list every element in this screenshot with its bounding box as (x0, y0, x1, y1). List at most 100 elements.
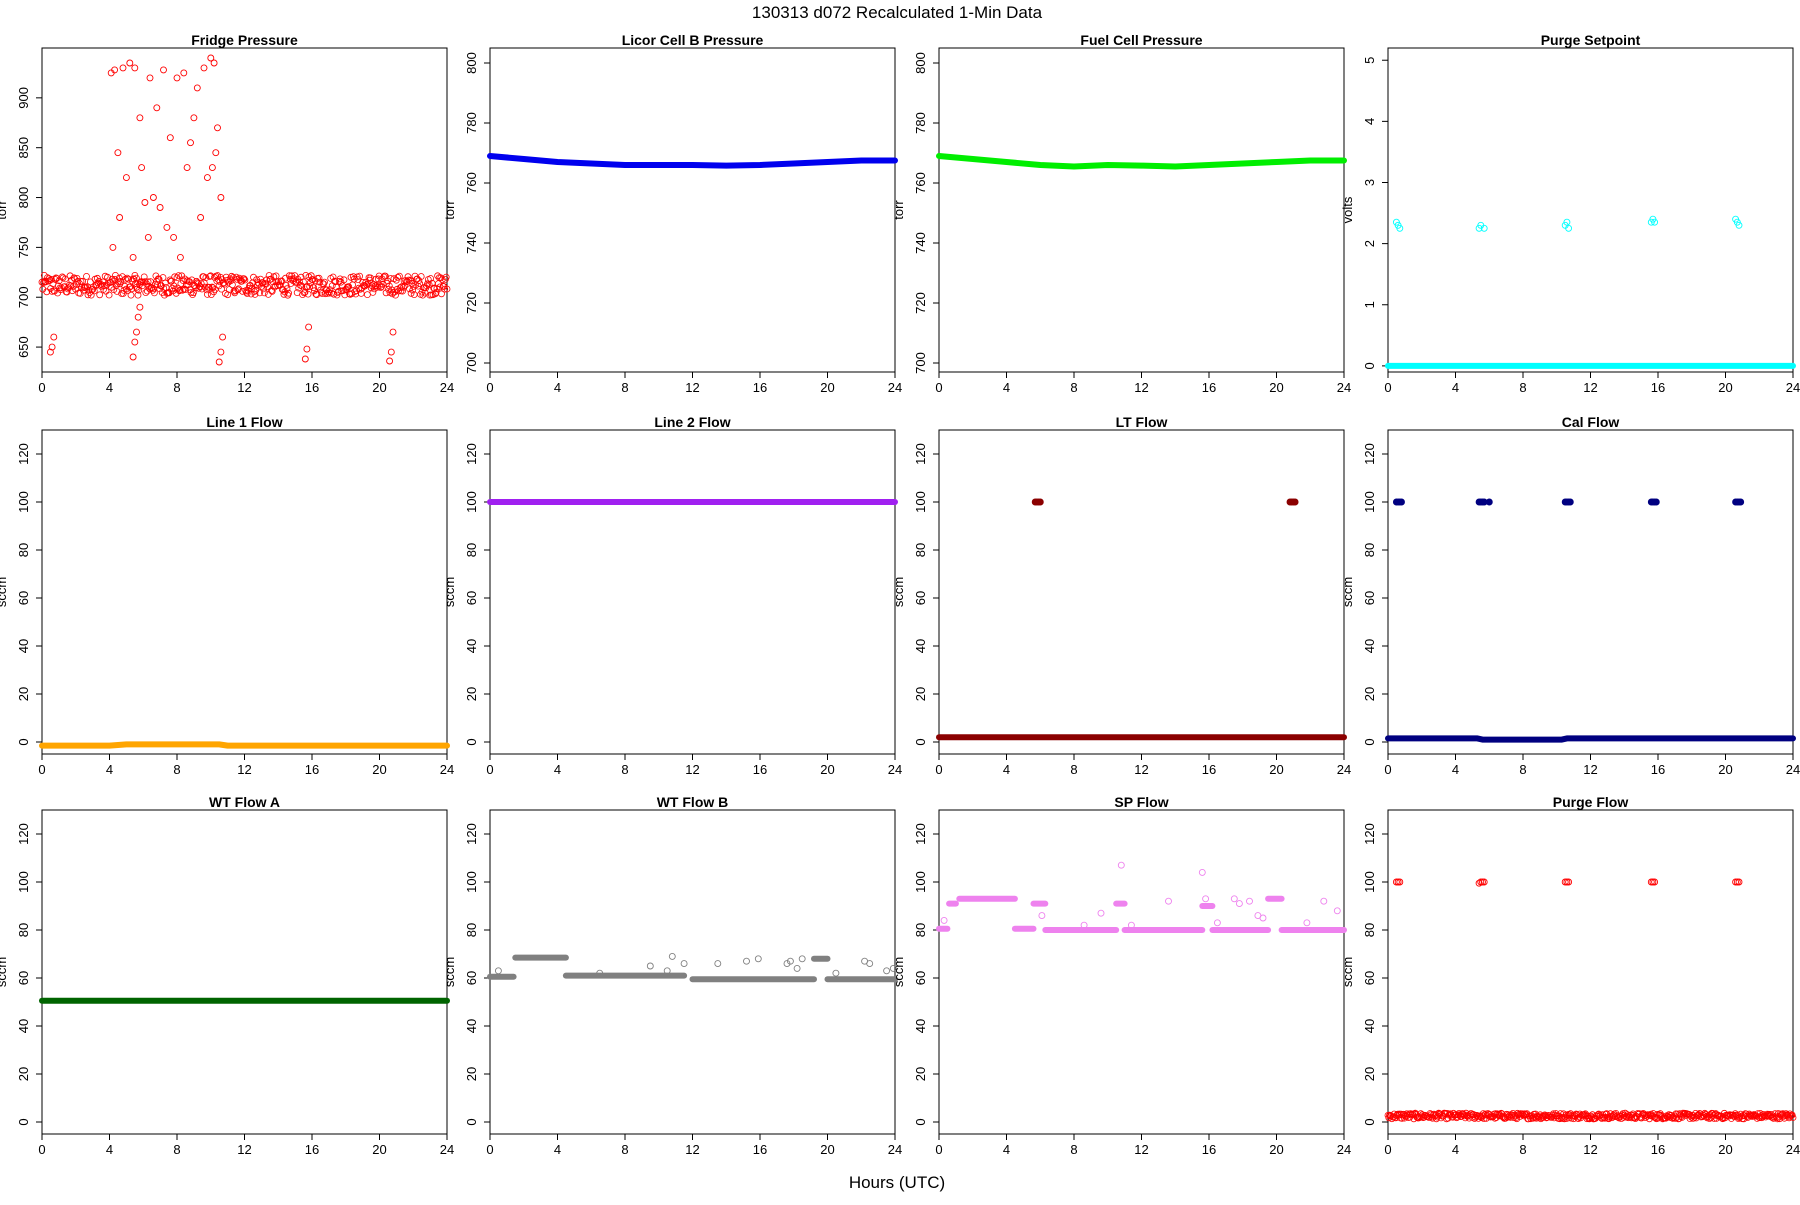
data-point (425, 281, 433, 289)
data-point (153, 104, 161, 112)
data-point (268, 287, 276, 295)
y-tick-label: 720 (913, 292, 928, 314)
data-point (385, 282, 393, 290)
data-point (235, 285, 243, 293)
data-point (212, 149, 220, 157)
y-tick-label: 800 (464, 52, 479, 74)
data-point (783, 960, 791, 968)
x-tick-label: 4 (1003, 1142, 1010, 1157)
x-tick-label: 24 (1786, 762, 1800, 777)
data-point (140, 273, 148, 281)
data-point (264, 290, 272, 298)
plot-frame (489, 429, 896, 755)
plot-frame (489, 809, 896, 1135)
data-point (304, 290, 312, 298)
data-point (138, 164, 146, 172)
y-axis-label: sccm (891, 957, 906, 987)
data-point (203, 174, 211, 182)
data-point (380, 273, 388, 281)
data-point (300, 289, 308, 297)
data-point (385, 285, 392, 293)
y-tick-label: 40 (1362, 639, 1377, 653)
data-point (356, 272, 364, 280)
data-point (43, 288, 51, 296)
y-axis-label: volts (1340, 196, 1355, 223)
data-marks (38, 54, 451, 366)
x-tick-label: 20 (1718, 1142, 1732, 1157)
series-line (39, 741, 450, 749)
y-tick-label: 0 (1362, 362, 1377, 369)
data-point (1628, 1114, 1635, 1122)
data-point (596, 969, 604, 977)
data-point (1333, 907, 1341, 915)
y-tick-label: 60 (464, 591, 479, 605)
x-tick-label: 20 (1718, 380, 1732, 395)
y-tick-label: 120 (16, 823, 31, 845)
data-point (1651, 218, 1659, 226)
data-point (149, 194, 157, 201)
y-tick-label: 20 (1362, 1067, 1377, 1081)
data-point (340, 276, 348, 284)
x-tick-label: 8 (1070, 762, 1077, 777)
y-tick-label: 20 (464, 687, 479, 701)
y-tick-label: 900 (16, 87, 31, 109)
data-point (754, 955, 762, 963)
y-tick-label: 120 (16, 443, 31, 465)
data-point (205, 283, 213, 291)
y-tick-label: 40 (913, 1019, 928, 1033)
x-tick-label: 0 (486, 1142, 493, 1157)
data-point (219, 333, 227, 341)
panel-title: LT Flow (1116, 414, 1168, 430)
data-point (1581, 1111, 1588, 1118)
x-tick-label: 4 (554, 380, 561, 395)
y-tick-label: 2 (1362, 240, 1377, 247)
data-point (207, 272, 215, 280)
data-point (1783, 1112, 1791, 1119)
data-point (1779, 1110, 1787, 1117)
x-tick-label: 0 (935, 762, 942, 777)
data-point (394, 273, 402, 281)
data-point (407, 289, 415, 297)
data-point (1198, 868, 1206, 876)
x-tick-label: 12 (237, 380, 251, 395)
y-tick-label: 80 (16, 923, 31, 937)
y-tick-label: 60 (464, 971, 479, 985)
x-tick-label: 0 (38, 380, 45, 395)
data-point (1320, 897, 1328, 905)
data-point (387, 348, 395, 356)
x-tick-label: 12 (237, 762, 251, 777)
x-tick-label: 12 (1583, 1142, 1597, 1157)
x-tick-label: 0 (486, 380, 493, 395)
data-point (443, 285, 451, 293)
x-tick-label: 24 (1337, 380, 1351, 395)
data-point (134, 291, 142, 299)
panel-2: Licor Cell B Pressure torr 0 4 8 12 16 20 24 700 7… (442, 32, 902, 395)
data-point (179, 277, 187, 285)
panel-title: Fridge Pressure (191, 32, 298, 48)
x-tick-label: 8 (621, 380, 628, 395)
data-point (283, 285, 291, 293)
y-axis-label: torr (0, 200, 9, 220)
x-tick-label: 4 (554, 762, 561, 777)
x-tick-label: 12 (1134, 1142, 1148, 1157)
x-tick-label: 8 (621, 762, 628, 777)
x-tick-label: 24 (1337, 1142, 1351, 1157)
data-point (234, 286, 242, 294)
data-point (122, 275, 129, 283)
data-point (326, 286, 334, 294)
x-tick-label: 16 (305, 380, 319, 395)
data-point (100, 285, 107, 293)
y-tick-label: 60 (1362, 591, 1377, 605)
data-point (299, 291, 307, 299)
data-point (714, 960, 722, 968)
data-point (345, 283, 353, 291)
data-point (215, 358, 223, 366)
data-point (315, 274, 323, 282)
panel-title: Cal Flow (1562, 414, 1620, 430)
x-tick-label: 12 (1583, 762, 1597, 777)
data-point (336, 275, 344, 283)
data-point (187, 289, 195, 296)
data-point (437, 274, 445, 282)
